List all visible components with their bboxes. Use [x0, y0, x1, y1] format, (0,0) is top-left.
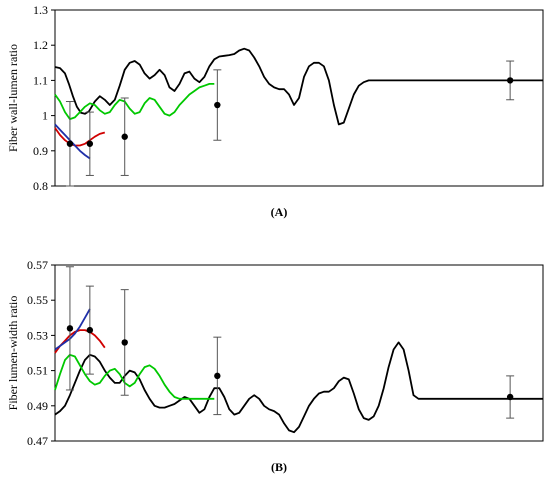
- data-point: [506, 393, 514, 401]
- data-point: [66, 325, 74, 332]
- series-line: [54, 308, 91, 351]
- y-tick-label: 0.49: [27, 399, 48, 413]
- data-point: [214, 372, 221, 380]
- panel-label: (B): [271, 460, 287, 474]
- series-line: [54, 47, 543, 126]
- y-tick-label: 1.1: [33, 73, 48, 87]
- y-tick-label: 1.3: [33, 3, 48, 17]
- panel-b: 0.47 0.49 0.51 0.53 0.55 0.57 Fiber lumen-widt…: [6, 258, 544, 474]
- y-tick-label: 0.47: [27, 434, 48, 448]
- data-point: [121, 133, 128, 140]
- data-point: [86, 326, 94, 334]
- plot-frame: [54, 264, 544, 442]
- data-point: [121, 339, 128, 346]
- y-tick-label: 0.57: [27, 258, 48, 272]
- data-point: [214, 101, 221, 109]
- panel-a: 0.8 0.9 1 1.1 1.2 1.3 Fiber wall-lumen ratio (A…: [6, 3, 544, 219]
- y-tick-label: 0.8: [33, 179, 48, 193]
- data-point: [506, 77, 514, 84]
- series-line: [54, 127, 106, 147]
- data-point: [66, 140, 74, 147]
- series-line: [54, 329, 106, 354]
- y-tick-label: 0.53: [27, 328, 48, 342]
- y-axis-label: Fiber lumen-width ratio: [6, 296, 20, 411]
- plot-frame: [54, 9, 544, 187]
- series-line: [54, 353, 215, 400]
- panel-label: (A): [271, 205, 288, 219]
- y-tick-label: 1.2: [33, 38, 48, 52]
- y-tick-label: 0.9: [33, 144, 48, 158]
- data-point: [86, 140, 94, 147]
- series-line: [54, 123, 91, 160]
- y-tick-label: 0.51: [27, 364, 48, 378]
- series-line: [54, 341, 543, 434]
- series-line: [54, 83, 215, 120]
- y-tick-label: 1: [42, 109, 48, 123]
- y-axis-label: Fiber wall-lumen ratio: [6, 44, 20, 152]
- y-tick-label: 0.55: [27, 293, 48, 307]
